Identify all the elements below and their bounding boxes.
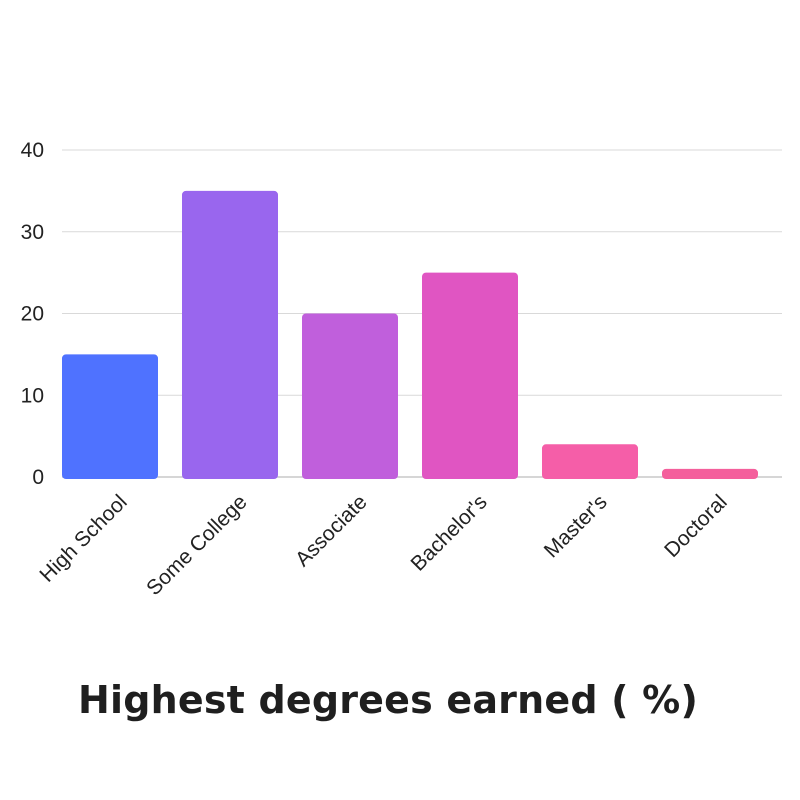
- bar-doctoral: [662, 468, 758, 479]
- y-tick-label: 30: [21, 221, 44, 244]
- x-axis-category-labels: High School Some College Associate Bachelor…: [35, 490, 731, 600]
- bar-master-s: [542, 444, 638, 479]
- x-category-label: Associate: [291, 490, 372, 571]
- bar-some-college: [182, 190, 278, 479]
- y-tick-label: 40: [21, 139, 44, 162]
- y-tick-label: 0: [32, 466, 44, 489]
- bar-bachelor-s: [422, 272, 518, 479]
- bar-associate: [302, 313, 398, 479]
- x-category-label: Master's: [540, 490, 612, 562]
- y-tick-label: 20: [21, 303, 44, 326]
- chart-title: Highest degrees earned ( %): [77, 678, 699, 722]
- bars: [62, 190, 758, 479]
- bar-high-school: [62, 354, 158, 479]
- y-tick-label: 10: [21, 384, 44, 407]
- x-category-label: Doctoral: [660, 490, 732, 562]
- x-category-label: Some College: [142, 490, 252, 600]
- y-axis-tick-labels: 0 10 20 30 40: [21, 139, 44, 489]
- x-category-label: High School: [35, 490, 131, 586]
- x-category-label: Bachelor's: [407, 490, 492, 575]
